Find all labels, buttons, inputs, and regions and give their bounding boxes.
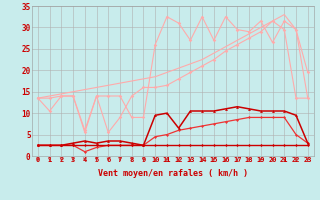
- X-axis label: Vent moyen/en rafales ( km/h ): Vent moyen/en rafales ( km/h ): [98, 169, 248, 178]
